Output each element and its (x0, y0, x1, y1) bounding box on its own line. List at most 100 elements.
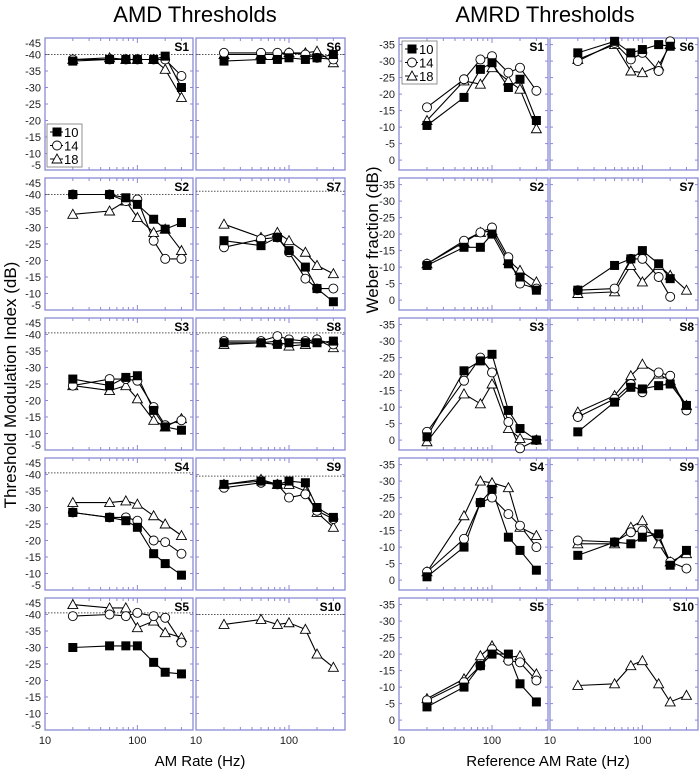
data-point-14-circle (176, 70, 187, 81)
panel-label: S6 (679, 40, 694, 54)
data-point-14-circle (503, 67, 514, 78)
data-point-18-triangle (299, 623, 312, 634)
y-tick-label: -20 (379, 89, 395, 101)
data-point-14-circle (120, 611, 131, 622)
data-point-10-square (654, 529, 664, 539)
y-tick-label: -30 (25, 363, 41, 375)
data-point-10-square (272, 339, 282, 349)
data-point-10-square (654, 40, 664, 50)
data-point-10-square (531, 565, 541, 575)
data-point-10-square (132, 199, 142, 209)
panel-label: S3 (529, 320, 544, 334)
data-point-10-square (515, 272, 525, 282)
data-point-10-square (422, 702, 432, 712)
panel-amrd-s10: 10 100 S10 (544, 597, 699, 747)
data-point-10-square (105, 190, 115, 199)
data-point-10-square (219, 338, 229, 348)
data-point-18-triangle (474, 78, 487, 89)
data-point-10-square (256, 241, 266, 251)
data-point-14-circle (572, 412, 583, 422)
panel-label: S1 (174, 40, 189, 54)
data-point-10-square (328, 297, 338, 307)
data-point-18-triangle (175, 529, 188, 540)
data-point-10-square (531, 116, 541, 125)
panel-amrd-s8: S8 (549, 317, 699, 451)
legend-label-14: 14 (64, 139, 78, 154)
panel-amd-s9: S9 (195, 457, 346, 591)
y-tick-label: -40 (25, 330, 41, 342)
data-point-14-circle (475, 54, 486, 65)
panel-frame (398, 317, 549, 451)
data-point-18-triangle (664, 696, 676, 707)
y-tick-label: -25 (379, 493, 395, 505)
data-point-10-square (459, 542, 469, 552)
data-point-14-circle (300, 273, 311, 284)
panel-amrd-s6: S6 (549, 36, 699, 171)
data-point-10-square (626, 539, 636, 549)
y-tick-label: -30 (379, 336, 395, 348)
data-point-18-triangle (218, 618, 230, 629)
data-point-10-square (68, 56, 78, 66)
y-tick-label: -20 (379, 649, 395, 661)
data-point-10-square (475, 661, 485, 671)
data-point-10-square (459, 682, 469, 692)
data-point-10-square (284, 53, 294, 63)
y-tick-label: -40 (25, 190, 41, 202)
panel-label: S5 (174, 600, 189, 614)
data-point-14-circle (531, 675, 542, 686)
data-point-10-square (665, 560, 675, 570)
y-tick-label: -40 (25, 50, 41, 62)
y-tick-label: -30 (25, 83, 41, 95)
panel-amrd-s2: -35 -30 -25 -20 -15 -10 -5 0 S2 (379, 177, 549, 311)
data-point-10-square (573, 285, 583, 295)
data-point-10-square (515, 424, 525, 434)
data-point-10-square (149, 405, 159, 415)
y-tick-label: 0 (389, 575, 395, 587)
y-tick-label: -25 (25, 379, 41, 391)
data-point-10-square (105, 381, 115, 391)
data-point-14-circle (503, 509, 514, 520)
data-point-10-square (610, 36, 620, 46)
data-point-10-square (503, 405, 513, 415)
data-point-14-circle (515, 443, 525, 454)
data-point-10-square (132, 641, 142, 651)
data-point-10-square (515, 679, 525, 689)
y-tick-label: -15 (379, 666, 395, 678)
data-point-18-triangle (120, 494, 132, 506)
panel-amd-s3: -45-40 -35 -30 -25 -20 -15 -10-5 S3 (25, 317, 194, 452)
y-tick-label: -20 (25, 536, 41, 548)
y-tick-label: -20 (25, 256, 41, 268)
y-tick-label: -20 (379, 509, 395, 521)
data-point-10-square (121, 372, 131, 382)
data-point-10-square (573, 550, 583, 560)
data-point-10-square (531, 435, 541, 445)
panel-amd-s8: S8 (195, 317, 346, 451)
data-point-10-square (68, 190, 78, 199)
data-point-10-square (219, 479, 229, 489)
data-point-14-circle (160, 537, 171, 548)
data-point-18-triangle (636, 358, 649, 369)
y-tick-label: -25 (379, 213, 395, 225)
panel-amrd-s5: -35 -30 -25 -20 -15 -10 -5 0 10 100 S5 (379, 597, 549, 747)
data-point-10-square (487, 229, 497, 239)
panel-amd-s6: S6 (195, 37, 346, 171)
data-point-10-square (328, 512, 338, 522)
data-point-10-square (132, 522, 142, 532)
data-point-14-circle (272, 331, 283, 342)
data-point-18-triangle (131, 621, 144, 633)
legend-label-10: 10 (419, 42, 433, 57)
data-point-18-triangle (327, 661, 340, 672)
data-point-10-square (160, 422, 170, 432)
series-line-18 (577, 43, 671, 74)
panel-frame (549, 37, 699, 171)
data-point-18-triangle (159, 63, 171, 74)
y-tick-label: -5 (385, 279, 395, 291)
data-point-10-square (68, 374, 78, 384)
data-point-18-triangle (311, 259, 323, 270)
data-point-10-square (105, 54, 115, 64)
data-point-14-circle (67, 611, 78, 622)
y-tick-label: -25 (25, 659, 41, 671)
panel-label: S1 (529, 40, 544, 54)
